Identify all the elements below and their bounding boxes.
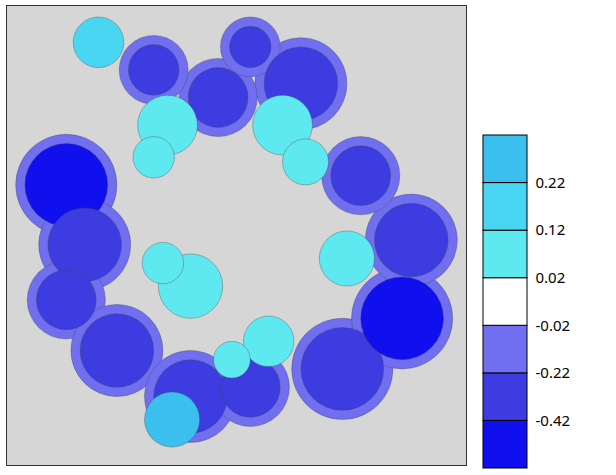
svg-text:-0.02: -0.02 <box>536 315 571 335</box>
svg-text:-0.42: -0.42 <box>536 410 571 430</box>
svg-text:-0.22: -0.22 <box>536 362 571 382</box>
svg-text:0.02: 0.02 <box>536 267 566 287</box>
svg-text:0.12: 0.12 <box>536 219 566 239</box>
svg-text:0.22: 0.22 <box>536 172 566 192</box>
